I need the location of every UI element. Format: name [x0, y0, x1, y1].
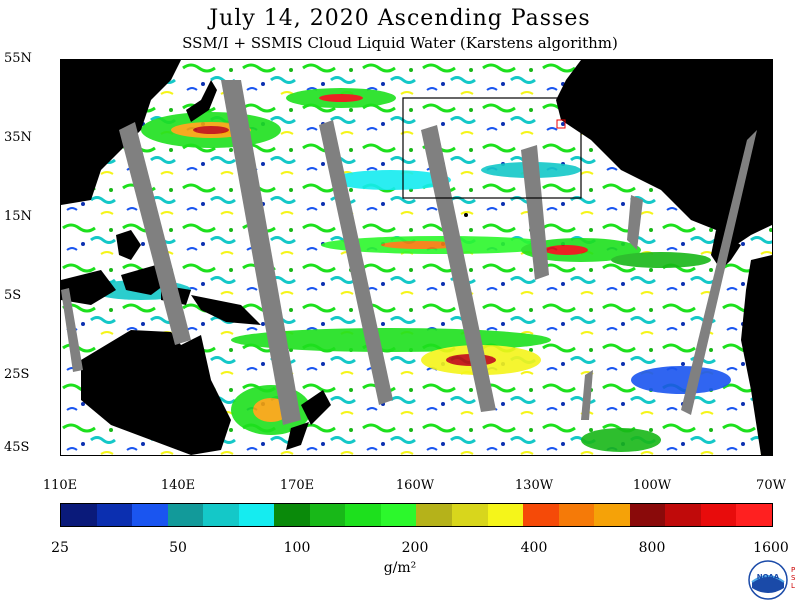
colorbar-label-100: 100	[283, 540, 311, 556]
lon-label-170e: 170E	[279, 478, 315, 493]
lat-label-25s: 25S	[4, 367, 30, 382]
colorbar-swatch	[487, 504, 524, 526]
colorbar-swatch	[629, 504, 666, 526]
colorbar-swatch	[380, 504, 417, 526]
lon-label-160w: 160W	[395, 478, 435, 493]
colorbar-label-800: 800	[638, 540, 666, 556]
colorbar-swatch	[665, 504, 701, 526]
colorbar-label-50: 50	[169, 540, 187, 556]
svg-text:NOAA: NOAA	[757, 573, 780, 581]
lat-label-35n: 35N	[4, 130, 32, 145]
colorbar-swatch	[274, 504, 310, 526]
units-label: g/m²	[383, 560, 417, 576]
colorbar-swatch	[132, 504, 168, 526]
marker-box	[556, 119, 566, 129]
colorbar-swatch	[523, 504, 559, 526]
colorbar-swatch	[167, 504, 204, 526]
lat-label-15n: 15N	[4, 209, 32, 224]
lon-label-140e: 140E	[160, 478, 196, 493]
colorbar-swatch	[594, 504, 630, 526]
colorbar-swatch	[700, 504, 737, 526]
map-svg	[61, 60, 772, 455]
lat-label-55n: 55N	[4, 51, 32, 66]
lon-label-110e: 110E	[42, 478, 78, 493]
colorbar-swatch	[203, 504, 239, 526]
region-box	[402, 97, 582, 199]
map-panel	[60, 59, 773, 456]
swath-gaps	[61, 80, 757, 425]
colorbar-swatch	[238, 504, 275, 526]
colorbar-swatch	[736, 504, 772, 526]
lat-label-45s: 45S	[4, 440, 30, 455]
colorbar-swatch	[61, 504, 97, 526]
colorbar-swatch	[96, 504, 133, 526]
colorbar-swatch	[309, 504, 346, 526]
colorbar	[60, 503, 773, 527]
lat-label-5s: 5S	[4, 288, 22, 303]
colorbar-label-1600: 1600	[753, 540, 789, 556]
chart-subtitle: SSM/I + SSMIS Cloud Liquid Water (Karste…	[182, 34, 618, 52]
colorbar-swatch	[416, 504, 453, 526]
lon-label-130w: 130W	[514, 478, 554, 493]
colorbar-label-400: 400	[520, 540, 548, 556]
noaa-logo: NOAA	[748, 560, 788, 600]
colorbar-label-200: 200	[401, 540, 429, 556]
lon-label-100w: 100W	[632, 478, 672, 493]
colorbar-swatch	[345, 504, 381, 526]
chart-title: July 14, 2020 Ascending Passes	[209, 6, 591, 31]
colorbar-swatch	[558, 504, 595, 526]
colorbar-label-25: 25	[51, 540, 69, 556]
lon-label-70w: 70W	[756, 478, 786, 493]
colorbar-swatch	[452, 504, 488, 526]
